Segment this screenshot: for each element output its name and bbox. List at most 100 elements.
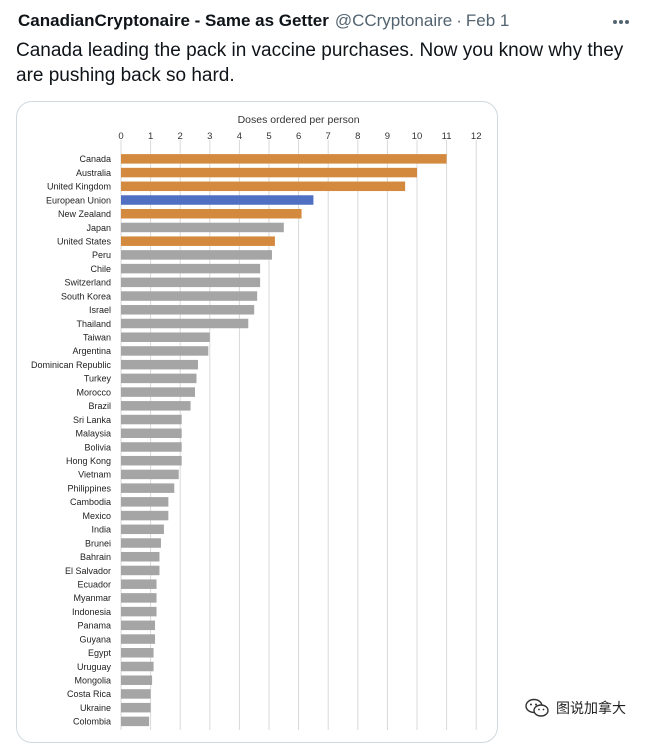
- bar: [121, 524, 164, 535]
- bar: [121, 263, 261, 274]
- category-label: Vietnam: [78, 470, 111, 480]
- more-horizontal-icon: [613, 20, 629, 24]
- wechat-logo-icon: [525, 698, 549, 717]
- bar: [121, 208, 302, 219]
- x-tick-label: 10: [412, 131, 423, 142]
- bar: [121, 250, 272, 260]
- bar: [121, 222, 284, 233]
- category-label: Switzerland: [64, 278, 111, 288]
- bar: [121, 606, 157, 617]
- bar: [121, 497, 169, 507]
- x-tick-label: 9: [385, 131, 390, 142]
- bar: [121, 167, 417, 178]
- x-tick-label: 4: [237, 131, 242, 142]
- x-tick-label: 12: [471, 131, 482, 142]
- bar: [121, 277, 261, 288]
- category-label: Ukraine: [80, 703, 111, 713]
- category-label: Turkey: [84, 374, 112, 384]
- category-label: European Union: [46, 195, 111, 205]
- bar: [121, 593, 157, 603]
- author-name[interactable]: CanadianCryptonaire - Same as Getter: [18, 11, 329, 30]
- bar: [121, 236, 275, 246]
- watermark: 图说加拿大: [524, 697, 626, 719]
- category-label: South Korea: [61, 291, 111, 301]
- bar: [121, 689, 151, 699]
- bar: [121, 387, 195, 397]
- bar: [121, 469, 179, 480]
- category-label: Argentina: [72, 346, 111, 356]
- x-tick-label: 7: [326, 131, 331, 142]
- author-handle[interactable]: @CCryptonaire: [334, 11, 453, 30]
- category-label: Bolivia: [84, 442, 111, 452]
- category-label: Mongolia: [74, 676, 111, 686]
- x-tick-label: 5: [266, 131, 271, 142]
- category-label: United States: [57, 236, 112, 246]
- tweet-date[interactable]: Feb 1: [465, 11, 510, 30]
- bar: [121, 346, 209, 356]
- x-tick-label: 1: [148, 131, 153, 142]
- x-tick-label: 11: [442, 131, 452, 142]
- category-label: Australia: [76, 168, 111, 178]
- category-label: Israel: [89, 305, 111, 315]
- separator-dot: ·: [456, 11, 462, 30]
- category-label: Guyana: [79, 634, 111, 644]
- category-label: Bahrain: [80, 552, 111, 562]
- category-label: Taiwan: [83, 333, 111, 343]
- bar: [121, 305, 255, 315]
- category-label: Mexico: [82, 511, 111, 521]
- category-label: Colombia: [73, 717, 111, 727]
- category-label: New Zealand: [58, 209, 111, 219]
- more-options-button[interactable]: [610, 11, 632, 33]
- category-label: El Salvador: [65, 566, 111, 576]
- category-label: Uruguay: [77, 662, 112, 672]
- bar: [121, 428, 182, 439]
- category-label: Malaysia: [75, 429, 111, 439]
- watermark-text: 图说加拿大: [556, 701, 626, 717]
- x-tick-label: 0: [118, 131, 123, 142]
- bar: [121, 332, 210, 342]
- bar: [121, 565, 160, 576]
- x-tick-label: 8: [355, 131, 360, 142]
- bar: [121, 414, 182, 425]
- category-label: Cambodia: [70, 497, 111, 507]
- category-label: United Kingdom: [47, 182, 111, 192]
- bar: [121, 181, 406, 192]
- bar: [121, 154, 447, 164]
- tweet-header: CanadianCryptonaire - Same as Getter @CC…: [18, 10, 638, 32]
- bar: [121, 510, 169, 521]
- category-label: Japan: [86, 223, 111, 233]
- x-tick-label: 3: [207, 131, 212, 142]
- category-label: Panama: [77, 621, 111, 631]
- category-label: Egypt: [88, 648, 112, 658]
- category-label: Hong Kong: [66, 456, 111, 466]
- category-label: Myanmar: [73, 593, 111, 603]
- bar: [121, 442, 182, 452]
- bar: [121, 675, 153, 685]
- category-label: Canada: [79, 154, 111, 164]
- category-label: Peru: [92, 250, 111, 260]
- category-label: India: [91, 525, 111, 535]
- bar: [121, 648, 154, 658]
- bar: [121, 661, 154, 672]
- bar: [121, 195, 314, 205]
- category-label: Morocco: [76, 387, 111, 397]
- bar: [121, 702, 151, 713]
- chart-title: Doses ordered per person: [238, 114, 360, 126]
- tweet-media-image[interactable]: Doses ordered per person 0 1 2 3 4 5 6 7 8 9 10 11 12…: [16, 101, 498, 743]
- bar: [121, 373, 197, 384]
- category-label: Costa Rica: [67, 689, 111, 699]
- bar: [121, 620, 156, 631]
- category-label: Brunei: [85, 538, 111, 548]
- bar: [121, 716, 150, 727]
- bar: [121, 359, 198, 370]
- category-label: Indonesia: [72, 607, 111, 617]
- bar: [121, 401, 191, 411]
- tweet-text: Canada leading the pack in vaccine purch…: [16, 40, 624, 86]
- bar: [121, 634, 156, 644]
- bar: [121, 551, 160, 562]
- category-label: Sri Lanka: [73, 415, 111, 425]
- category-label: Dominican Republic: [31, 360, 112, 370]
- category-label: Brazil: [88, 401, 111, 411]
- bar: [121, 455, 182, 466]
